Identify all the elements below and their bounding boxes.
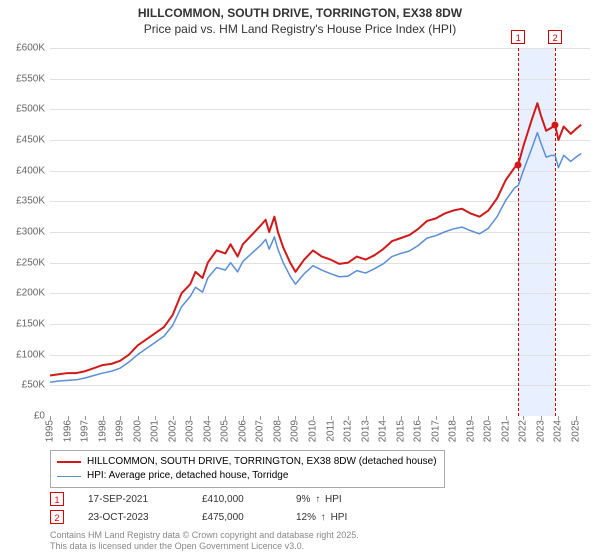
x-axis-label: 1997 — [80, 420, 91, 442]
y-axis-label: £250K — [0, 257, 45, 268]
x-axis-label: 2013 — [360, 420, 371, 442]
x-axis-label: 2004 — [202, 420, 213, 442]
y-axis-label: £150K — [0, 319, 45, 330]
x-axis-label: 2000 — [132, 420, 143, 442]
x-axis-label: 2008 — [272, 420, 283, 442]
sales-row: 1 17-SEP-2021 £410,000 9% HPI — [50, 490, 386, 508]
x-axis-label: 2017 — [430, 420, 441, 442]
legend-label: HILLCOMMON, SOUTH DRIVE, TORRINGTON, EX3… — [87, 455, 437, 469]
x-axis-label: 2003 — [185, 420, 196, 442]
footer-attribution: Contains HM Land Registry data © Crown c… — [50, 530, 359, 552]
y-axis-label: £0 — [0, 411, 45, 422]
x-axis-label: 2018 — [448, 420, 459, 442]
sales-table: 1 17-SEP-2021 £410,000 9% HPI 2 23-OCT-2023 £4… — [50, 490, 386, 526]
footer-line2: This data is licensed under the Open Gov… — [50, 541, 359, 552]
legend: HILLCOMMON, SOUTH DRIVE, TORRINGTON, EX3… — [50, 450, 445, 488]
x-axis-label: 2025 — [570, 420, 581, 442]
sale-marker: 1 — [511, 30, 525, 44]
legend-item: HPI: Average price, detached house, Torr… — [57, 469, 438, 483]
y-axis-label: £100K — [0, 349, 45, 360]
sale-index: 2 — [50, 510, 64, 524]
series-svg — [50, 48, 590, 416]
x-axis-label: 1999 — [115, 420, 126, 442]
arrow-up-icon — [319, 512, 328, 523]
sale-marker: 2 — [548, 30, 562, 44]
x-axis-label: 2011 — [325, 420, 336, 442]
y-axis-label: £600K — [0, 43, 45, 54]
sale-pct: 9% HPI — [296, 494, 386, 505]
sale-price: £410,000 — [202, 494, 272, 505]
x-axis-label: 2019 — [465, 420, 476, 442]
x-axis-label: 2009 — [290, 420, 301, 442]
y-axis-label: £300K — [0, 227, 45, 238]
x-axis-label: 2024 — [553, 420, 564, 442]
y-axis-label: £550K — [0, 73, 45, 84]
x-axis-label: 2020 — [483, 420, 494, 442]
x-axis-label: 2005 — [220, 420, 231, 442]
title-line2: Price paid vs. HM Land Registry's House … — [0, 22, 600, 38]
x-axis-label: 2007 — [255, 420, 266, 442]
y-axis-label: £500K — [0, 104, 45, 115]
x-axis-label: 2010 — [307, 420, 318, 442]
legend-item: HILLCOMMON, SOUTH DRIVE, TORRINGTON, EX3… — [57, 455, 438, 469]
y-axis-label: £50K — [0, 380, 45, 391]
x-axis-label: 2016 — [413, 420, 424, 442]
sale-price: £475,000 — [202, 512, 272, 523]
y-axis-label: £200K — [0, 288, 45, 299]
x-axis-label: 2023 — [535, 420, 546, 442]
sale-date: 17-SEP-2021 — [88, 494, 178, 505]
plot-area — [50, 48, 590, 416]
y-axis-label: £450K — [0, 135, 45, 146]
series-hpi — [50, 133, 581, 383]
legend-label: HPI: Average price, detached house, Torr… — [87, 469, 288, 483]
x-axis-label: 2006 — [237, 420, 248, 442]
legend-swatch — [57, 476, 81, 477]
x-axis-label: 2022 — [518, 420, 529, 442]
y-axis-label: £350K — [0, 196, 45, 207]
x-axis-label: 1996 — [62, 420, 73, 442]
chart-area: £0£50K£100K£150K£200K£250K£300K£350K£400… — [50, 48, 590, 416]
x-axis-label: 1998 — [97, 420, 108, 442]
arrow-up-icon — [313, 494, 322, 505]
chart-container: HILLCOMMON, SOUTH DRIVE, TORRINGTON, EX3… — [0, 0, 600, 560]
x-axis-label: 2015 — [395, 420, 406, 442]
sale-date: 23-OCT-2023 — [88, 512, 178, 523]
x-axis-label: 1995 — [45, 420, 56, 442]
sale-pct: 12% HPI — [296, 512, 386, 523]
title-line1: HILLCOMMON, SOUTH DRIVE, TORRINGTON, EX3… — [0, 6, 600, 22]
legend-swatch — [57, 461, 81, 463]
sales-row: 2 23-OCT-2023 £475,000 12% HPI — [50, 508, 386, 526]
x-axis-label: 2014 — [378, 420, 389, 442]
chart-title: HILLCOMMON, SOUTH DRIVE, TORRINGTON, EX3… — [0, 0, 600, 37]
sale-index: 1 — [50, 492, 64, 506]
x-axis-label: 2001 — [150, 420, 161, 442]
x-axis-label: 2021 — [500, 420, 511, 442]
footer-line1: Contains HM Land Registry data © Crown c… — [50, 530, 359, 541]
x-axis-label: 2012 — [343, 420, 354, 442]
series-price_paid — [50, 103, 581, 375]
x-axis-label: 2002 — [167, 420, 178, 442]
y-axis-label: £400K — [0, 165, 45, 176]
